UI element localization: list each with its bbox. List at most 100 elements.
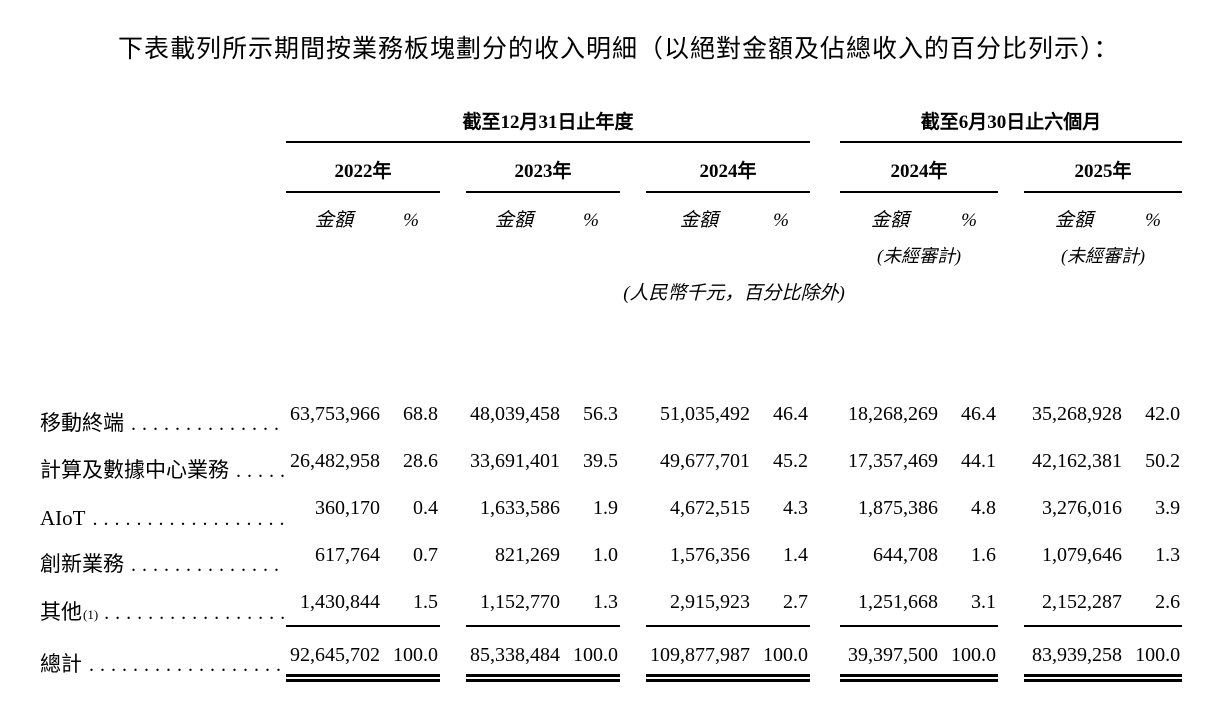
row-label: 其他	[40, 600, 82, 624]
percent-cell: 4.3	[783, 497, 809, 519]
amount-cell: 49,677,701	[660, 450, 750, 472]
percent-cell: 1.3	[1155, 544, 1181, 566]
amount-cell: 35,268,928	[1032, 403, 1123, 425]
amount-cell: 51,035,492	[660, 403, 750, 425]
amount-cell: 18,268,269	[848, 403, 939, 425]
table-row-innovation: 創新業務 617,764 0.7 821,269 1.0 1,576,356 1…	[40, 531, 1182, 578]
percent-header: %	[773, 210, 789, 231]
amount-cell: 17,357,469	[848, 450, 939, 472]
amount-header: 金額	[679, 210, 718, 231]
table-row-others: 其他(1) 1,430,844 1.5 1,152,770 1.3 2,915,…	[40, 578, 1183, 627]
percent-cell: 68.8	[403, 403, 438, 425]
percent-cell: 44.1	[961, 450, 997, 472]
amount-cell: 1,633,586	[480, 497, 560, 519]
amount-cell: 63,753,966	[290, 403, 380, 425]
row-label: 移動終端	[40, 411, 124, 435]
percent-cell: 1.6	[971, 544, 997, 566]
document-page: 下表載列所示期間按業務板塊劃分的收入明細（以絕對金額及佔總收入的百分比列示）： …	[0, 22, 1212, 728]
amount-header: 金額	[871, 210, 910, 231]
percent-cell: 3.9	[1155, 497, 1181, 519]
unit-note: (人民幣千元，百分比除外)	[623, 283, 845, 304]
dot-leader	[104, 602, 284, 625]
percent-cell: 2.6	[1124, 578, 1183, 627]
table-row-aiot: AIoT 360,170 0.4 1,633,586 1.9 4,672,515…	[40, 484, 1182, 531]
year-header-2024-interim: 2024年	[840, 142, 999, 193]
percent-cell: 4.8	[971, 497, 997, 519]
percent-cell: 50.2	[1145, 450, 1181, 472]
dot-leader	[93, 508, 285, 531]
year-header-2024: 2024年	[646, 142, 811, 193]
percent-cell: 3.1	[940, 578, 999, 627]
percent-header: %	[403, 210, 419, 231]
unaudited-note: (未經審計)	[877, 246, 962, 266]
intro-paragraph: 下表載列所示期間按業務板塊劃分的收入明細（以絕對金額及佔總收入的百分比列示）：	[118, 36, 1120, 63]
unaudited-row: (未經審計) (未經審計)	[40, 232, 1182, 268]
amount-cell: 39,397,500	[840, 626, 941, 682]
amount-cell: 644,708	[873, 544, 939, 566]
amount-cell: 26,482,958	[290, 450, 380, 472]
percent-cell: 100.0	[940, 626, 999, 682]
percent-cell: 100.0	[752, 626, 811, 682]
year-header-2025-interim: 2025年	[1024, 142, 1183, 193]
amount-header: 金額	[494, 210, 533, 231]
amount-cell: 92,645,702	[286, 626, 382, 682]
amount-cell: 617,764	[315, 544, 380, 566]
percent-cell: 46.4	[961, 403, 997, 425]
unit-note-row: (人民幣千元，百分比除外)	[40, 268, 1182, 367]
percent-cell: 2.7	[752, 578, 811, 627]
amount-cell: 33,691,401	[470, 450, 560, 472]
year-header-2023: 2023年	[466, 142, 620, 193]
year-header-2022: 2022年	[286, 142, 440, 193]
row-label: 總計	[40, 652, 82, 676]
row-label: 創新業務	[40, 552, 124, 576]
amount-cell: 821,269	[495, 544, 560, 566]
amount-cell: 83,939,258	[1024, 626, 1125, 682]
percent-header: %	[583, 210, 599, 231]
amount-cell: 1,576,356	[670, 544, 750, 566]
percent-cell: 0.4	[413, 497, 438, 519]
amount-cell: 1,152,770	[466, 578, 562, 627]
amount-cell: 4,672,515	[670, 497, 750, 519]
dot-leader	[131, 413, 284, 436]
percent-cell: 1.0	[593, 544, 618, 566]
dot-leader	[236, 460, 284, 483]
percent-header: %	[1145, 210, 1161, 231]
percent-cell: 39.5	[583, 450, 618, 472]
amount-cell: 48,039,458	[470, 403, 560, 425]
row-label: AIoT	[40, 506, 86, 530]
amount-cell: 2,152,287	[1024, 578, 1125, 627]
percent-cell: 1.5	[382, 578, 440, 627]
unaudited-note: (未經審計)	[1061, 246, 1146, 266]
year-header-row: 2022年 2023年 2024年 2024年 2025年	[40, 142, 1183, 193]
percent-header: %	[961, 210, 977, 231]
amount-cell: 1,875,386	[858, 497, 939, 519]
percent-cell: 28.6	[403, 450, 438, 472]
amount-cell: 2,915,923	[646, 578, 752, 627]
amount-header: 金額	[1055, 210, 1094, 231]
subheader-row: 金額 % 金額 % 金額 % 金額 % 金額 %	[40, 192, 1182, 232]
dot-leader	[89, 654, 284, 677]
amount-cell: 85,338,484	[466, 626, 562, 682]
amount-header: 金額	[314, 210, 353, 231]
percent-cell: 1.3	[562, 578, 620, 627]
amount-cell: 1,430,844	[286, 578, 382, 627]
table-row-mobile-terminals: 移動終端 63,753,966 68.8 48,039,458 56.3 51,…	[40, 367, 1182, 437]
percent-cell: 1.9	[593, 497, 618, 519]
amount-cell: 109,877,987	[646, 626, 752, 682]
percent-cell: 100.0	[1124, 626, 1183, 682]
period-group-annual: 截至12月31日止年度	[286, 107, 811, 143]
row-label: 計算及數據中心業務	[40, 458, 229, 482]
percent-cell: 56.3	[583, 403, 618, 425]
amount-cell: 1,251,668	[840, 578, 941, 627]
table-row-total: 總計 92,645,702 100.0 85,338,484 100.0 109…	[40, 626, 1183, 682]
percent-cell: 45.2	[773, 450, 809, 472]
percent-cell: 1.4	[783, 544, 809, 566]
table-row-computing-datacenter: 計算及數據中心業務 26,482,958 28.6 33,691,401 39.…	[40, 437, 1182, 484]
dot-leader	[131, 554, 284, 577]
percent-cell: 100.0	[562, 626, 620, 682]
amount-cell: 1,079,646	[1042, 544, 1123, 566]
percent-cell: 100.0	[382, 626, 440, 682]
percent-cell: 46.4	[773, 403, 809, 425]
amount-cell: 360,170	[315, 497, 380, 519]
percent-cell: 42.0	[1145, 403, 1181, 425]
